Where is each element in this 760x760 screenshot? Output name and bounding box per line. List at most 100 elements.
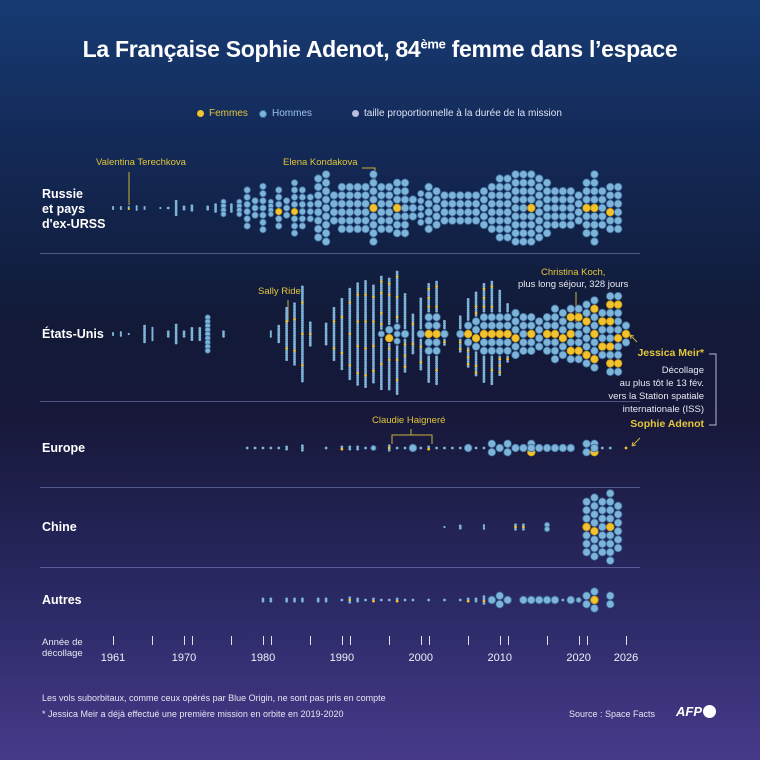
axis-tick — [262, 636, 264, 645]
man-astronaut-dot — [466, 302, 470, 306]
woman-astronaut-dot — [498, 357, 502, 361]
man-astronaut-dot — [408, 212, 418, 221]
man-astronaut-dot — [332, 309, 336, 312]
axis-tick — [113, 636, 114, 645]
man-astronaut-dot — [174, 213, 178, 217]
man-astronaut-dot — [417, 218, 425, 226]
man-astronaut-dot — [379, 342, 383, 346]
man-astronaut-dot — [527, 195, 536, 204]
man-astronaut-dot — [348, 337, 352, 340]
man-astronaut-dot — [275, 200, 283, 208]
man-astronaut-dot — [301, 292, 304, 296]
man-astronaut-dot — [487, 321, 497, 330]
man-astronaut-dot — [324, 324, 328, 328]
man-astronaut-dot — [519, 321, 528, 330]
man-astronaut-dot — [293, 351, 296, 355]
man-astronaut-dot — [503, 224, 512, 234]
man-astronaut-dot — [424, 207, 433, 217]
man-astronaut-dot — [356, 304, 360, 308]
man-astronaut-dot — [364, 362, 367, 366]
man-astronaut-dot — [427, 598, 431, 602]
man-astronaut-dot — [498, 373, 502, 377]
man-astronaut-dot — [495, 313, 504, 322]
man-astronaut-dot — [190, 208, 194, 212]
man-astronaut-dot — [498, 307, 502, 311]
man-astronaut-dot — [427, 368, 431, 372]
man-astronaut-dot — [558, 342, 568, 351]
man-astronaut-dot — [403, 306, 407, 310]
man-astronaut-dot — [534, 224, 544, 234]
man-astronaut-dot — [269, 597, 273, 601]
man-astronaut-dot — [427, 375, 431, 379]
man-astronaut-dot — [348, 596, 352, 600]
man-astronaut-dot — [511, 220, 520, 229]
woman-astronaut-dot — [482, 296, 486, 300]
man-astronaut-dot — [356, 313, 360, 317]
man-astronaut-dot — [372, 311, 375, 315]
man-astronaut-dot — [495, 199, 504, 208]
man-astronaut-dot — [474, 300, 478, 304]
man-astronaut-dot — [479, 220, 489, 229]
man-astronaut-dot — [372, 365, 375, 368]
man-astronaut-dot — [190, 338, 194, 341]
man-astronaut-dot — [519, 178, 528, 187]
man-astronaut-dot — [395, 317, 399, 321]
man-astronaut-dot — [466, 300, 470, 304]
man-astronaut-dot — [301, 377, 304, 381]
man-astronaut-dot — [387, 374, 391, 377]
woman-astronaut-dot — [514, 525, 517, 529]
man-astronaut-dot — [550, 220, 560, 229]
man-astronaut-dot — [348, 292, 352, 296]
man-astronaut-dot — [495, 338, 504, 347]
man-astronaut-dot — [495, 346, 504, 355]
man-astronaut-dot — [372, 331, 375, 335]
woman-astronaut-dot — [290, 208, 299, 216]
man-astronaut-dot — [314, 207, 323, 217]
man-astronaut-dot — [372, 340, 375, 344]
man-astronaut-dot — [387, 598, 391, 602]
man-astronaut-dot — [290, 215, 299, 223]
woman-astronaut-dot — [495, 329, 504, 339]
woman-astronaut-dot — [606, 207, 615, 217]
man-astronaut-dot — [427, 377, 431, 381]
man-astronaut-dot — [364, 446, 367, 450]
man-astronaut-dot — [400, 329, 410, 339]
woman-astronaut-dot — [387, 446, 391, 450]
man-astronaut-dot — [482, 368, 486, 372]
man-astronaut-dot — [416, 329, 425, 339]
man-astronaut-dot — [348, 600, 352, 604]
man-astronaut-dot — [356, 358, 360, 362]
man-astronaut-dot — [403, 349, 407, 353]
man-astronaut-dot — [364, 306, 367, 310]
man-astronaut-dot — [229, 209, 233, 213]
man-astronaut-dot — [332, 306, 336, 310]
man-astronaut-dot — [364, 282, 367, 285]
man-astronaut-dot — [427, 366, 431, 370]
man-astronaut-dot — [606, 350, 615, 360]
man-astronaut-dot — [372, 313, 375, 317]
man-astronaut-dot — [395, 302, 399, 305]
man-astronaut-dot — [606, 591, 615, 600]
man-astronaut-dot — [364, 369, 367, 373]
man-astronaut-dot — [395, 290, 399, 294]
man-astronaut-dot — [498, 355, 502, 359]
woman-astronaut-dot — [590, 304, 599, 313]
man-astronaut-dot — [332, 335, 336, 339]
man-astronaut-dot — [306, 208, 314, 216]
man-astronaut-dot — [419, 313, 423, 316]
man-astronaut-dot — [372, 318, 375, 321]
man-astronaut-dot — [495, 321, 504, 330]
man-astronaut-dot — [387, 306, 391, 310]
man-astronaut-dot — [151, 330, 154, 333]
man-astronaut-dot — [392, 220, 402, 229]
man-astronaut-dot — [550, 346, 560, 355]
man-astronaut-dot — [598, 212, 607, 221]
man-astronaut-dot — [590, 170, 599, 179]
woman-astronaut-dot — [301, 301, 304, 305]
man-astronaut-dot — [435, 294, 438, 297]
man-astronaut-dot — [372, 327, 375, 330]
axis-tick-label: 2020 — [566, 652, 591, 664]
man-astronaut-dot — [598, 186, 607, 196]
man-astronaut-dot — [293, 311, 296, 315]
axis-tick — [578, 636, 580, 645]
